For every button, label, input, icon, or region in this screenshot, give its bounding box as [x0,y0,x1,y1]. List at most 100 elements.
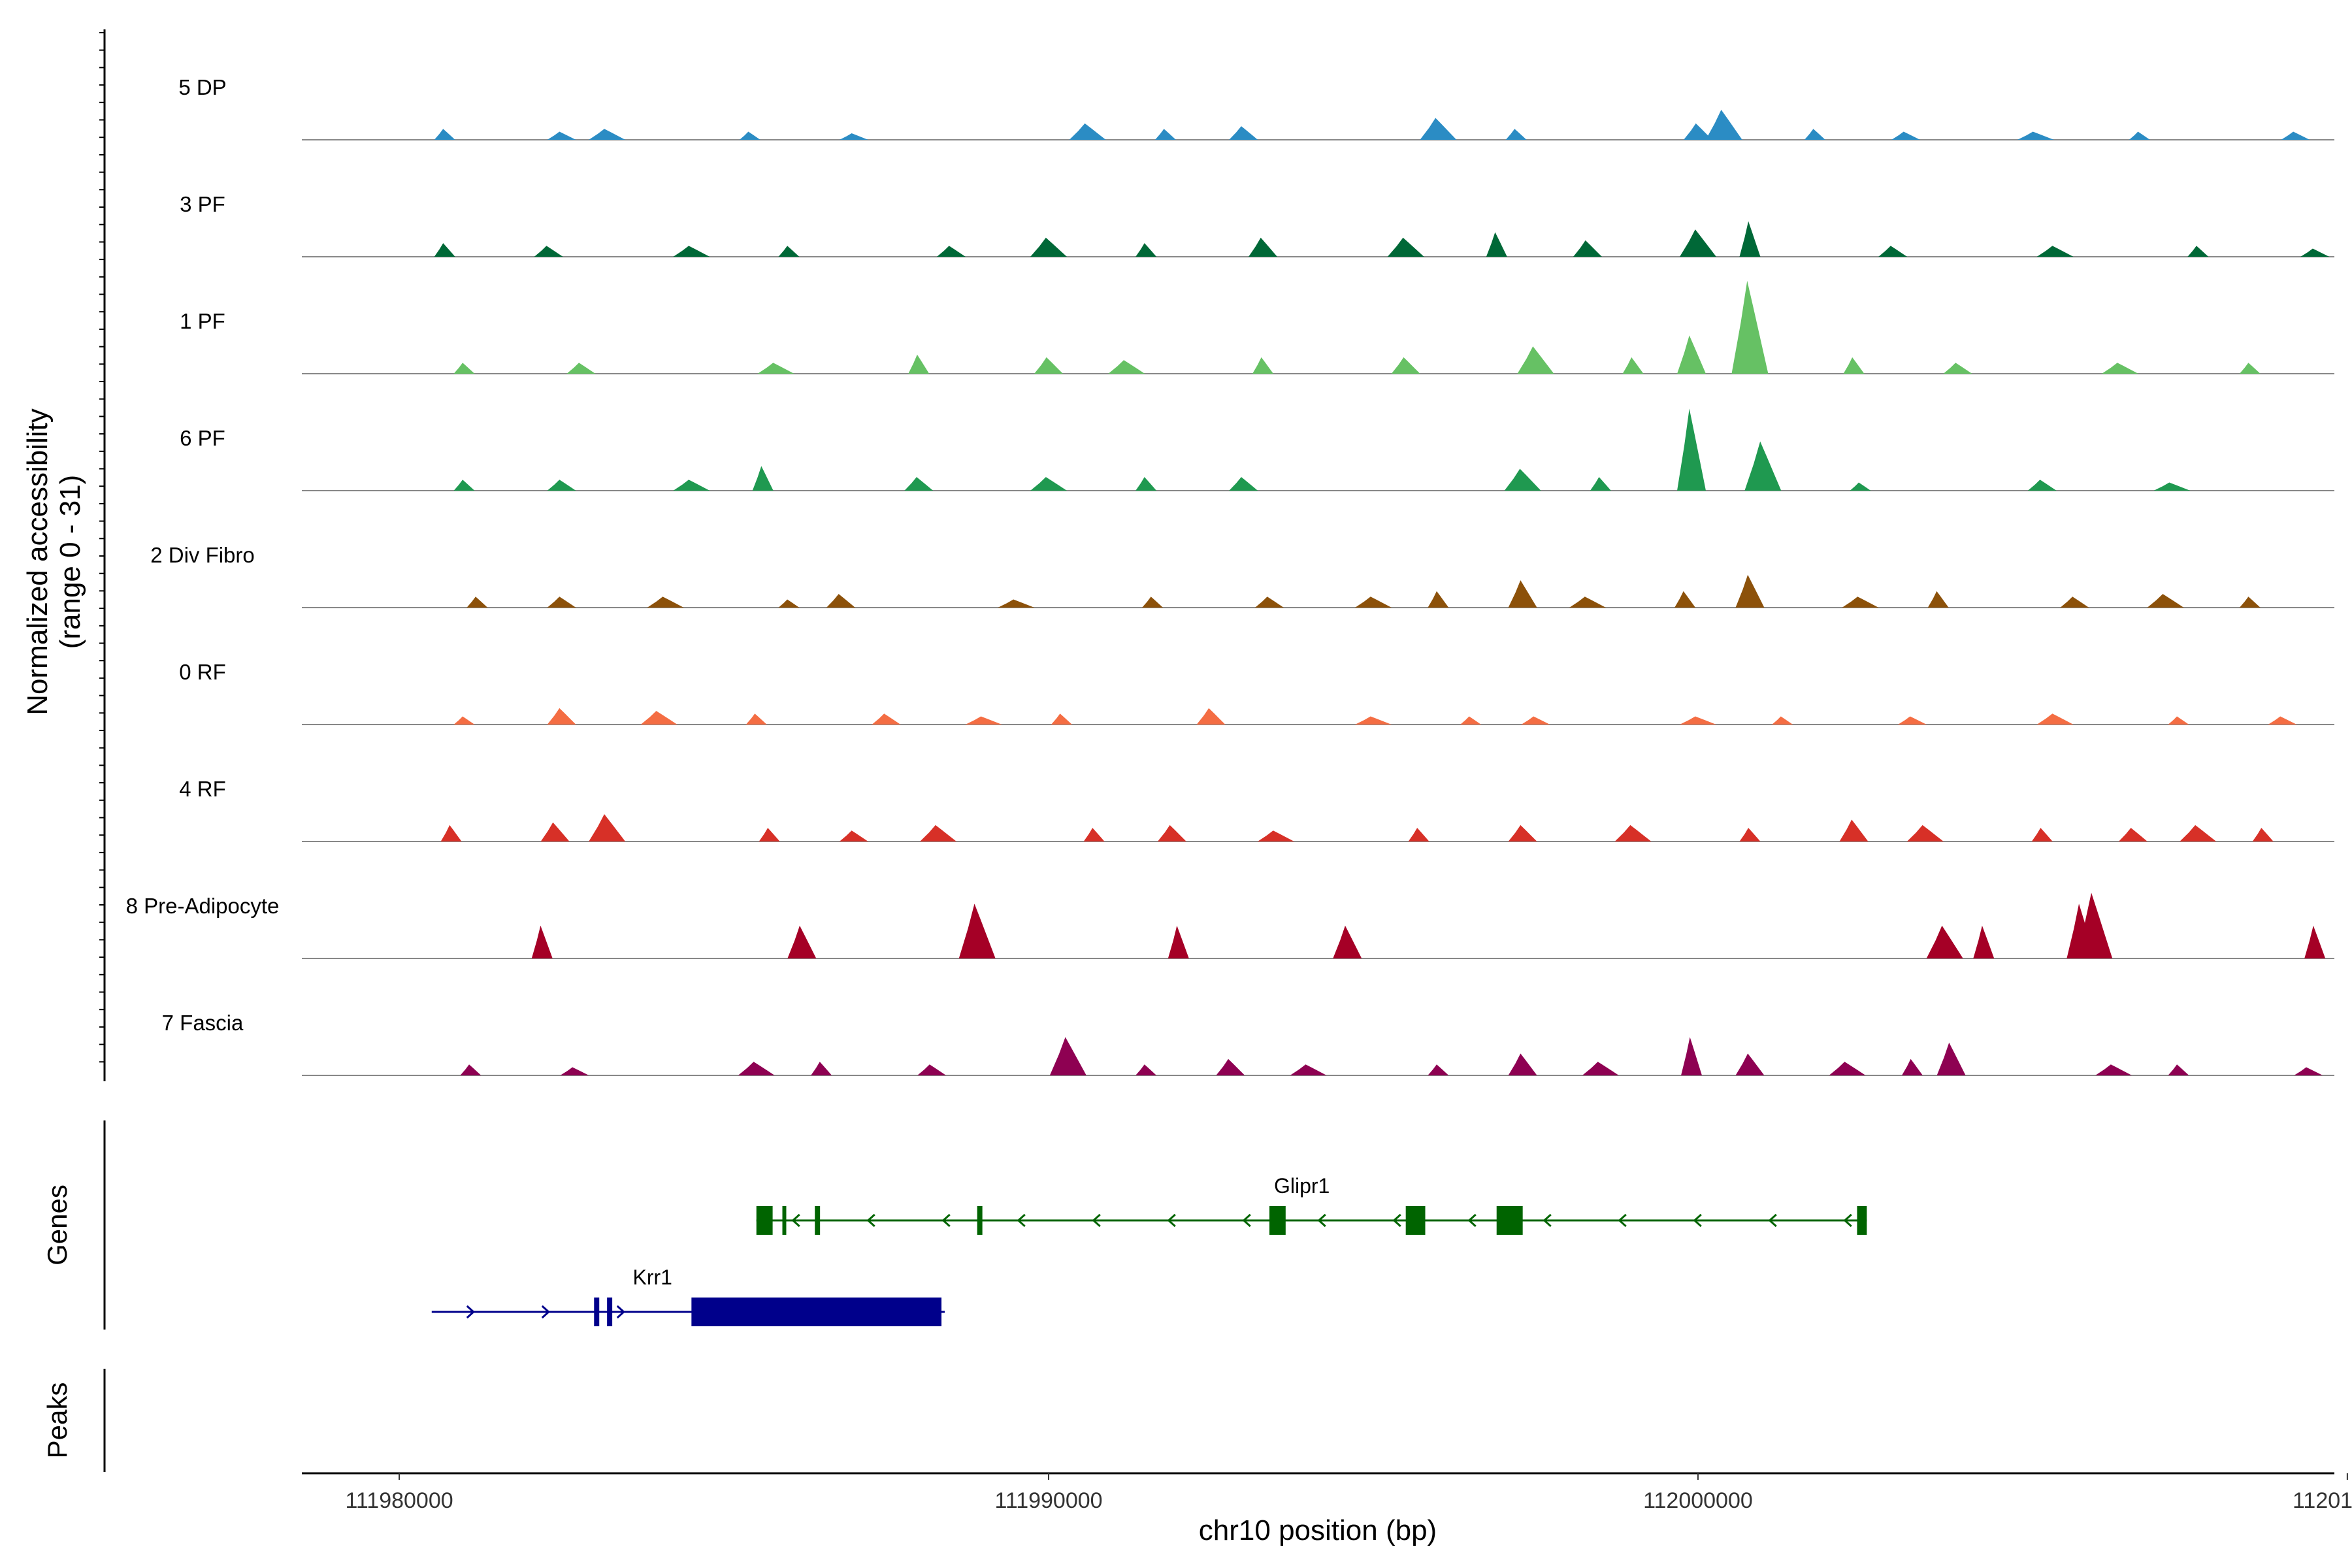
coverage-peak [1168,925,1189,958]
coverage-peak [738,1062,775,1075]
coverage-peak [1034,357,1064,374]
track-label: 6 PF [180,426,225,450]
coverage-peak [1333,925,1362,958]
coverage-peak [453,480,475,491]
track-label: 4 RF [179,777,226,801]
coverage-peak [2239,596,2261,608]
coverage-peak [1739,221,1761,257]
coverage-peak [1408,828,1429,841]
strand-arrow [1242,1213,1251,1228]
coverage-peak [811,1062,832,1075]
coverage-peak [839,133,868,140]
coverage-peak [739,131,760,140]
gene-exon [1269,1206,1286,1235]
coverage-peak [1674,591,1696,608]
strand-arrow [1543,1213,1552,1228]
coverage-peak [1508,825,1537,841]
coverage-peak [1906,825,1944,841]
gene-exon [594,1298,600,1326]
track-6: 4 RF [179,777,2334,842]
coverage-peak [2300,248,2330,257]
strand-arrow [1017,1213,1026,1228]
coverage-peak [1936,1042,1966,1075]
coverage-peak [1878,246,1908,257]
coverage-y-ticks [99,32,105,1063]
gene-label: Krr1 [632,1266,672,1289]
coverage-peak [1679,716,1716,725]
coverage-peak [2129,131,2150,140]
track-8: 7 Fascia [162,1011,2334,1076]
coverage-peak [1569,596,1606,608]
coverage-peak [778,246,800,257]
track-3: 6 PF [180,408,2334,491]
coverage-peak [787,925,817,958]
coverage-peak [1508,1053,1537,1075]
coverage-peak [1973,925,1995,958]
coverage-peak [547,131,576,140]
track-1: 3 PF [180,192,2334,257]
gene-exon [1857,1206,1867,1235]
x-tick-label: 111980000 [346,1488,453,1513]
coverage-peak [1229,477,1258,491]
genes-panel-title: Genes [42,1184,73,1266]
gene-exon [607,1298,613,1326]
x-tick-label: 112000000 [1643,1488,1753,1513]
track-label: 0 RF [179,660,226,684]
coverage-peak [2076,892,2113,958]
coverage-peak [1772,716,1793,725]
coverage-peak [1926,925,1963,958]
coverage-peak [453,363,475,374]
coverage-peak [2153,482,2191,491]
coverage-peak [547,708,576,725]
coverage-peak [1030,477,1068,491]
coverage-peak [2036,713,2074,725]
coverage-peak [1731,280,1769,374]
coverage-peak [1739,828,1761,841]
x-tick-label: 111990000 [994,1488,1102,1513]
coverage-peak [2168,716,2189,725]
coverage-peak [2036,246,2074,257]
track-7: 8 Pre-Adipocyte [126,892,2334,959]
coverage-peak [2294,1067,2323,1075]
coverage-peak [673,246,710,257]
coverage-peak [1735,574,1765,608]
coverage-peak [2118,828,2148,841]
coverage-peak [434,129,455,140]
coverage-peak [2180,825,2217,841]
coverage-peak [1521,716,1550,725]
coverage-peak [920,825,957,841]
coverage-peak [839,830,868,841]
coverage-peak [1428,1064,1449,1075]
strand-arrow [866,1213,875,1228]
y-axis-title-line1: Normalized accessibility [22,408,54,715]
coverage-peak [1051,713,1072,725]
coverage-peak [1839,819,1869,841]
coverage-peak [2031,828,2053,841]
coverage-peak [2017,131,2054,140]
coverage-peak [1249,237,1278,257]
coverage-peak [440,825,462,841]
coverage-peak [958,904,996,958]
coverage-peak [1590,477,1611,491]
coverage-peak [1679,229,1716,257]
gene-exon [977,1206,983,1235]
coverage-peak [1154,129,1176,140]
coverage-peak [1069,123,1106,140]
coverage-peak [2147,594,2184,608]
coverage-peak [1354,596,1392,608]
coverage-peak [1517,346,1554,374]
track-label: 8 Pre-Adipocyte [126,894,280,918]
gene-exon [756,1206,773,1235]
coverage-peak [1677,335,1707,374]
track-0: 5 DP [178,75,2334,140]
gene-krr1: Krr1 [431,1266,945,1326]
coverage-peak [1850,482,1871,491]
coverage-peak [1897,716,1927,725]
coverage-peak [547,596,576,608]
gene-exon [691,1298,942,1326]
strand-arrow [1167,1213,1176,1228]
coverage-peak [1157,825,1186,841]
coverage-peak [566,363,596,374]
coverage-peak [1391,357,1420,374]
